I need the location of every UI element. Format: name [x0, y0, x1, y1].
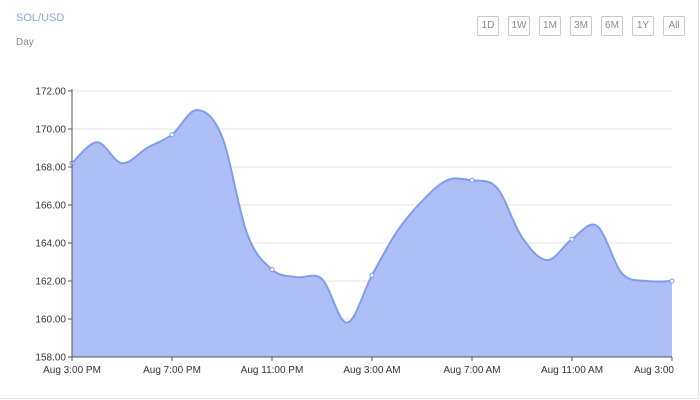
x-tick-label: Aug 7:00 PM: [143, 365, 201, 376]
range-button-1m[interactable]: 1M: [539, 16, 561, 36]
range-button-1d[interactable]: 1D: [477, 16, 499, 36]
x-tick-label: Aug 3:00 AM: [343, 365, 400, 376]
range-button-3m[interactable]: 3M: [570, 16, 592, 36]
x-tick-label: Aug 3:00 PM: [43, 365, 101, 376]
data-point: [169, 132, 175, 138]
y-tick-label: 170.00: [35, 125, 66, 136]
range-button-6m[interactable]: 6M: [601, 16, 623, 36]
pair-title: SOL/USD: [16, 12, 65, 24]
data-point: [569, 236, 575, 242]
y-tick-label: 166.00: [35, 201, 66, 212]
y-tick-label: 160.00: [35, 315, 66, 326]
range-selector: 1D 1W 1M 3M 6M 1Y All: [477, 16, 685, 36]
interval-label: Day: [16, 37, 34, 48]
data-point: [269, 267, 275, 273]
x-tick-label: Aug 11:00 PM: [241, 365, 304, 376]
range-button-1w[interactable]: 1W: [508, 16, 530, 36]
x-tick-label: Aug 3:00: [634, 365, 674, 376]
y-tick-label: 172.00: [35, 87, 66, 98]
x-tick-label: Aug 11:00 AM: [541, 365, 603, 376]
range-button-all[interactable]: All: [663, 16, 685, 36]
data-point: [369, 272, 375, 278]
range-button-1y[interactable]: 1Y: [632, 16, 654, 36]
y-tick-label: 162.00: [35, 277, 66, 288]
y-tick-label: 164.00: [35, 239, 66, 250]
data-point: [469, 177, 475, 183]
price-area: [72, 109, 672, 357]
x-tick-label: Aug 7:00 AM: [443, 365, 500, 376]
data-point: [669, 278, 675, 284]
y-tick-label: 168.00: [35, 163, 66, 174]
y-tick-label: 158.00: [35, 353, 66, 364]
